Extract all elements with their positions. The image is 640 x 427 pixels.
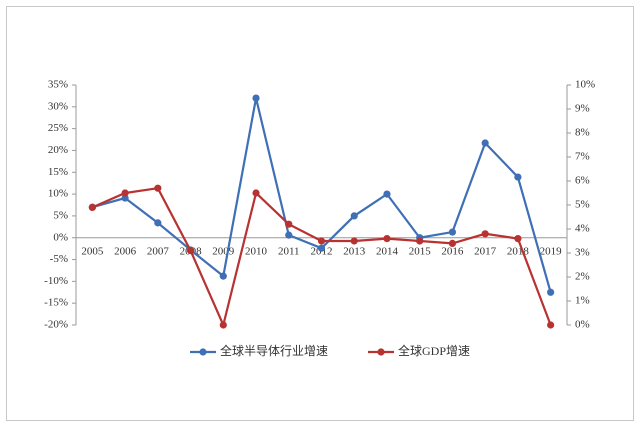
x-tick-label: 2013 [343, 245, 366, 257]
y-tick-label: 0% [53, 231, 68, 243]
series-point [219, 272, 227, 280]
series-point [514, 173, 522, 181]
series-point [154, 219, 162, 227]
x-tick-label: 2005 [81, 245, 104, 257]
series-point [448, 228, 457, 236]
y2-tick-label: 9% [575, 103, 590, 115]
y2-tick-label: 0% [575, 319, 590, 331]
legend: 全球半导体行业增速 全球GDP增速 [190, 343, 470, 358]
x-tick-label: 2009 [212, 245, 235, 257]
series-point [416, 237, 424, 245]
y-tick-label: 25% [48, 122, 68, 134]
series-point [350, 237, 358, 245]
y-tick-label: 20% [48, 144, 68, 156]
y-tick-label: 5% [53, 209, 68, 221]
series-point [317, 237, 326, 245]
y-tick-label: -5% [50, 253, 68, 265]
y2-tick-label: 3% [575, 247, 590, 259]
y2-tick-label: 1% [575, 295, 590, 307]
series-point [219, 321, 227, 329]
series-point [350, 212, 358, 220]
series-point [252, 94, 260, 102]
x-tick-label: 2014 [376, 245, 399, 257]
y2-tick-label: 7% [575, 151, 590, 163]
series-point [88, 203, 96, 211]
y-tick-label: 15% [48, 166, 68, 178]
series-point [121, 194, 129, 202]
series-point [121, 189, 129, 197]
frame [6, 6, 634, 421]
series-point [383, 190, 391, 198]
x-tick-label: 2018 [507, 245, 530, 257]
legend-label: 全球半导体行业增速 [220, 343, 328, 358]
series-point [481, 230, 489, 238]
x-tick-label: 2006 [114, 245, 137, 257]
legend-marker [199, 348, 207, 356]
series-point [448, 239, 457, 247]
y2-tick-label: 6% [575, 175, 590, 187]
series-point [547, 288, 555, 296]
series-point [186, 247, 195, 255]
y-tick-label: -15% [44, 297, 68, 309]
series-point [547, 321, 555, 329]
x-tick-label: 2017 [474, 245, 497, 257]
y2-tick-label: 5% [575, 199, 590, 211]
series-point [252, 189, 260, 197]
x-tick-label: 2007 [147, 245, 170, 257]
y2-tick-label: 2% [575, 271, 590, 283]
x-tick-label: 2019 [540, 245, 563, 257]
y2-tick-label: 4% [575, 223, 590, 235]
series-point [514, 235, 522, 243]
legend-marker [377, 348, 385, 356]
y-tick-label: 35% [48, 79, 68, 91]
y2-tick-label: 10% [575, 79, 595, 91]
y-tick-label: -20% [44, 319, 68, 331]
series-point [285, 220, 293, 228]
series-point [383, 235, 391, 243]
y-tick-label: -10% [44, 275, 68, 287]
series-point [317, 244, 326, 252]
legend-label: 全球GDP增速 [398, 343, 470, 358]
x-tick-label: 2010 [245, 245, 268, 257]
x-tick-label: 2016 [441, 245, 464, 257]
y-tick-label: 30% [48, 100, 68, 112]
x-tick-label: 2011 [278, 245, 300, 257]
y2-tick-label: 8% [575, 127, 590, 139]
x-tick-label: 2015 [409, 245, 432, 257]
y-tick-label: 10% [48, 188, 68, 200]
series-point [154, 184, 162, 192]
series-point [285, 231, 293, 239]
series-point [481, 139, 489, 147]
